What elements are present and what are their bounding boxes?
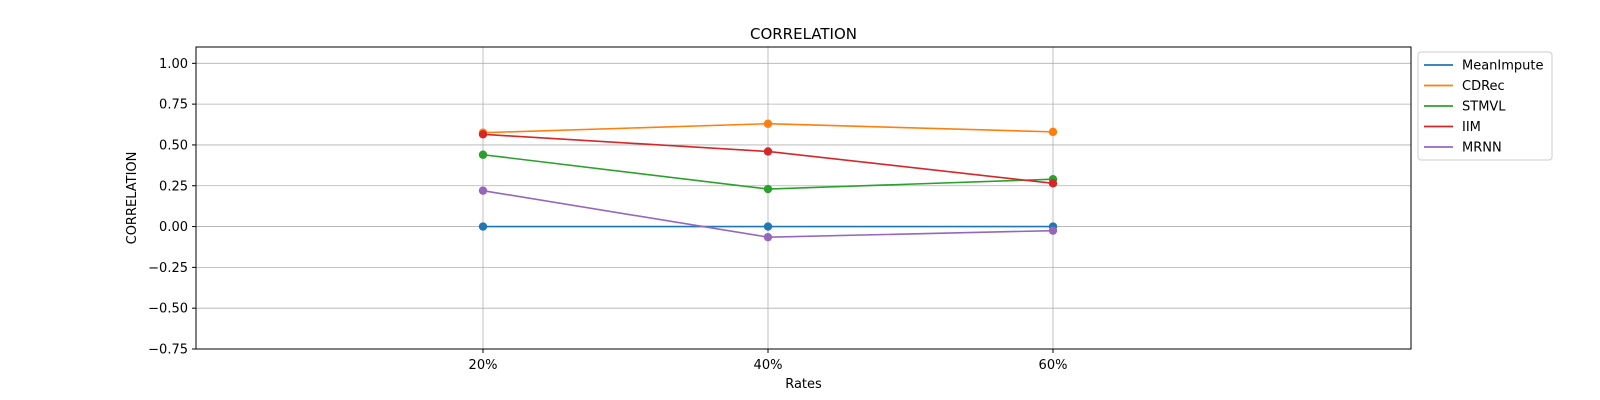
- x-axis: 20% 40% 60%: [469, 349, 1068, 373]
- series-iim: [478, 130, 1058, 188]
- y-tick-label: −0.50: [148, 302, 188, 317]
- y-axis-label: CORRELATION: [125, 152, 140, 245]
- y-tick-label: 1.00: [159, 57, 188, 72]
- data-point: [478, 222, 488, 231]
- data-point: [478, 186, 488, 195]
- x-tick-label: 60%: [1039, 358, 1068, 373]
- legend: MeanImpute CDRec STMVL IIM MRNN: [1417, 51, 1553, 161]
- legend-label: IIM: [1462, 120, 1481, 135]
- x-axis-label: Rates: [785, 377, 822, 392]
- grid: [196, 47, 1411, 350]
- data-point: [763, 232, 773, 242]
- data-point: [478, 150, 488, 159]
- chart-title: CORRELATION: [750, 25, 857, 43]
- data-point: [763, 184, 773, 194]
- y-tick-label: 0.25: [159, 179, 188, 194]
- data-point: [1048, 226, 1058, 235]
- legend-item: CDRec: [1424, 79, 1505, 94]
- y-axis: −0.75 −0.50 −0.25 0.00 0.25 0.50 0.75 1.00: [148, 57, 196, 358]
- y-tick-label: −0.75: [148, 343, 188, 358]
- legend-item: IIM: [1424, 120, 1481, 135]
- legend-label: STMVL: [1462, 100, 1506, 115]
- y-tick-label: 0.00: [159, 220, 188, 235]
- y-tick-label: −0.25: [148, 261, 188, 276]
- y-tick-label: 0.75: [159, 98, 188, 113]
- y-tick-label: 0.50: [159, 138, 188, 153]
- data-point: [1048, 127, 1058, 137]
- data-point: [763, 119, 773, 128]
- data-point: [763, 147, 773, 156]
- x-tick-label: 20%: [469, 358, 498, 373]
- series-mrnn: [478, 186, 1058, 242]
- legend-item: STMVL: [1424, 100, 1506, 115]
- data-point: [1048, 179, 1058, 188]
- series-meanimpute: [478, 222, 1058, 231]
- legend-item: MRNN: [1424, 141, 1502, 156]
- legend-label: CDRec: [1462, 79, 1505, 94]
- series-layer: [478, 119, 1058, 242]
- legend-item: MeanImpute: [1424, 59, 1544, 74]
- data-point: [763, 222, 773, 231]
- plot-area-frame: [195, 46, 1412, 350]
- legend-label: MRNN: [1462, 141, 1502, 156]
- legend-label: MeanImpute: [1462, 59, 1544, 74]
- legend-box: [1417, 51, 1553, 161]
- x-tick-label: 40%: [754, 358, 783, 373]
- data-point: [478, 130, 488, 139]
